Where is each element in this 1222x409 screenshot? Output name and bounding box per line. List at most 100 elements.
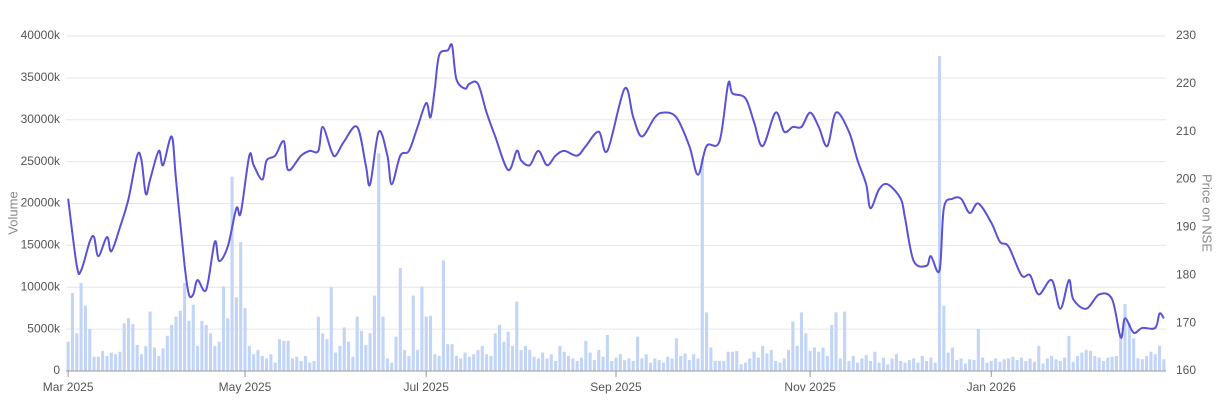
volume-bar: [571, 358, 575, 371]
volume-bar: [623, 360, 627, 371]
volume-bar: [467, 356, 471, 371]
volume-bar: [79, 283, 83, 371]
volume-bar: [683, 353, 687, 371]
volume-bar: [221, 286, 226, 371]
volume-bar: [1024, 360, 1028, 371]
volume-bar: [403, 350, 407, 371]
y2-tick-label: 190: [1176, 220, 1196, 234]
volume-bar: [385, 358, 389, 371]
volume-bar: [256, 350, 260, 371]
volume-bar: [674, 338, 678, 371]
volume-bar: [316, 316, 320, 371]
volume-bar: [782, 358, 786, 371]
volume-bar: [1002, 359, 1006, 371]
volume-bar: [1037, 345, 1041, 371]
volume-bar: [152, 347, 156, 371]
volume-bar: [355, 316, 359, 371]
volume-bar: [446, 344, 450, 371]
volume-bar: [66, 341, 70, 371]
volume-bar: [480, 345, 484, 371]
volume-bar: [165, 335, 169, 371]
volume-bar: [636, 336, 640, 371]
volume-bar: [346, 341, 351, 371]
volume-bar: [1071, 361, 1075, 371]
volume-bar: [485, 354, 489, 371]
volume-bar: [1127, 323, 1131, 371]
volume-bar: [122, 323, 126, 371]
volume-bar: [985, 362, 989, 371]
volume-bar: [88, 329, 92, 371]
y2-tick-label: 220: [1176, 76, 1196, 90]
volume-bar: [812, 347, 816, 371]
volume-bar: [726, 351, 730, 371]
volume-bar: [545, 358, 549, 371]
volume-bar: [1157, 345, 1162, 371]
volume-bar: [605, 334, 609, 371]
volume-bar: [597, 350, 601, 371]
volume-bar: [1149, 351, 1153, 371]
volume-bar: [959, 358, 963, 371]
volume-bar: [778, 362, 782, 371]
volume-bar: [70, 293, 75, 371]
volume-bar: [912, 358, 916, 371]
volume-bar: [269, 354, 273, 371]
volume-bar: [575, 360, 579, 371]
volume-bar: [463, 352, 467, 371]
volume-bar: [295, 356, 299, 371]
price-line: [67, 43, 1165, 339]
volume-bar: [722, 360, 726, 371]
volume-bar: [92, 356, 96, 371]
volume-bar: [381, 316, 385, 371]
volume-bar: [562, 351, 566, 371]
volume-bar: [899, 360, 903, 371]
volume-bar: [1050, 355, 1054, 371]
volume-bar: [359, 330, 364, 371]
volume-bar: [174, 316, 178, 371]
volume-bar: [114, 354, 118, 371]
volume-bar: [955, 360, 959, 371]
volume-bar: [640, 358, 644, 371]
volume-bar: [666, 356, 670, 371]
volume-bar: [1101, 360, 1106, 371]
volume-bar: [627, 358, 631, 371]
volume-bar: [799, 312, 804, 371]
volume-bar: [536, 358, 540, 371]
volume-bar: [416, 350, 420, 371]
volume-bar: [334, 352, 338, 371]
volume-bar: [601, 356, 605, 371]
volume-bar: [653, 358, 657, 371]
volume-bar: [907, 360, 911, 371]
volume-bar: [730, 351, 735, 371]
volume-bar: [204, 324, 208, 371]
volume-bar: [1119, 333, 1123, 371]
volume-bar: [786, 350, 791, 371]
volume-bar: [860, 358, 864, 371]
volume-bar: [523, 345, 527, 371]
volume-bar: [476, 350, 480, 371]
volume-bar: [735, 350, 739, 371]
volume-bar: [312, 360, 316, 371]
volume-bar: [1162, 359, 1166, 371]
volume-bar: [472, 354, 476, 371]
volume-bar: [981, 357, 985, 371]
volume-bar: [791, 321, 795, 371]
x-tick-label: Sep 2025: [590, 380, 642, 394]
volume-bar: [234, 297, 238, 371]
volume-bar: [804, 333, 808, 371]
volume-bar: [877, 362, 881, 371]
volume-bar: [1076, 355, 1080, 371]
volume-bar: [420, 286, 424, 371]
volume-bar: [989, 360, 993, 371]
volume-bar: [1041, 363, 1045, 371]
volume-bar: [670, 358, 674, 371]
volume-bar: [1093, 355, 1097, 371]
volume-bar: [299, 360, 303, 371]
volume-bar: [277, 339, 282, 371]
y2-tick-label: 200: [1176, 172, 1196, 186]
x-tick-label: May 2025: [219, 380, 272, 394]
y-tick-label: 20000k: [21, 196, 61, 210]
volume-bar: [506, 331, 510, 371]
volume-bar: [825, 355, 829, 371]
volume-bar: [178, 310, 182, 371]
